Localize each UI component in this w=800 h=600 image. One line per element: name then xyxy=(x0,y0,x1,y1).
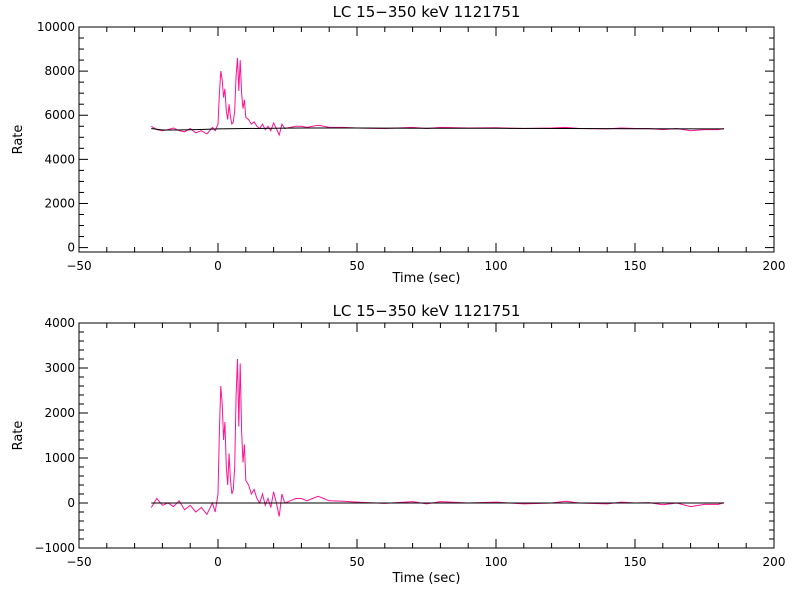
panel-bottom-x-tick-label: 150 xyxy=(624,555,647,569)
panel-bottom-x-axis-label: Time (sec) xyxy=(391,571,460,586)
panel-bottom-y-axis-label: Rate xyxy=(11,421,26,451)
panel-bottom-x-tick-label: 200 xyxy=(763,555,786,569)
panel-bottom-x-tick-label: 100 xyxy=(485,555,508,569)
panel-top-chart-title: LC 15−350 keV 1121751 xyxy=(333,3,521,21)
panel-bottom-x-tick-label: −50 xyxy=(66,555,91,569)
panel-top-x-tick-label: 150 xyxy=(624,259,647,273)
panel-top-y-tick-label: 8000 xyxy=(44,64,75,78)
panel-top-y-tick-label: 0 xyxy=(67,241,75,255)
panel-bottom: −50 0 50 100 150 200 −1000 0 1000 2000 3000 4000 LC … xyxy=(11,302,785,586)
panel-bottom-y-tick-label: 1000 xyxy=(44,451,75,465)
panel-bottom-y-tick-label: −1000 xyxy=(34,541,75,555)
panel-bottom-x-tick-label: 0 xyxy=(214,555,222,569)
panel-bottom-y-tick-label: 0 xyxy=(67,496,75,510)
panel-top-background-line xyxy=(151,127,724,131)
panel-top-y-tick-label: 2000 xyxy=(44,196,75,210)
panel-top-plot-frame xyxy=(78,26,775,253)
panel-top: −50 0 50 100 150 2000200040006000800010000LC … xyxy=(11,3,785,286)
panel-bottom-y-tick-label: 2000 xyxy=(44,406,75,420)
panel-top-x-axis-label: Time (sec) xyxy=(391,271,460,286)
panel-top-x-tick-label: 200 xyxy=(763,259,786,273)
panel-top-x-tick-label: 100 xyxy=(485,259,508,273)
panel-bottom-plot-frame xyxy=(78,322,775,549)
panel-bottom-chart-title: LC 15−350 keV 1121751 xyxy=(333,302,521,320)
panel-top-y-tick-label: 10000 xyxy=(37,20,75,34)
panel-top-y-tick-label: 4000 xyxy=(44,152,75,166)
panel-top-lightcurve-line xyxy=(151,57,725,137)
panel-bottom-y-tick-label: 3000 xyxy=(44,361,75,375)
panel-bottom-lightcurve-line xyxy=(150,358,725,517)
panel-top-x-tick-label: −50 xyxy=(66,259,91,273)
panel-bottom-x-tick-label: 50 xyxy=(349,555,364,569)
panel-top-y-axis-label: Rate xyxy=(11,125,26,155)
panel-top-x-tick-label: 50 xyxy=(349,259,364,273)
panel-top-y-tick-label: 6000 xyxy=(44,108,75,122)
panel-top-x-tick-label: 0 xyxy=(214,259,222,273)
panel-bottom-y-tick-label: 4000 xyxy=(44,316,75,330)
